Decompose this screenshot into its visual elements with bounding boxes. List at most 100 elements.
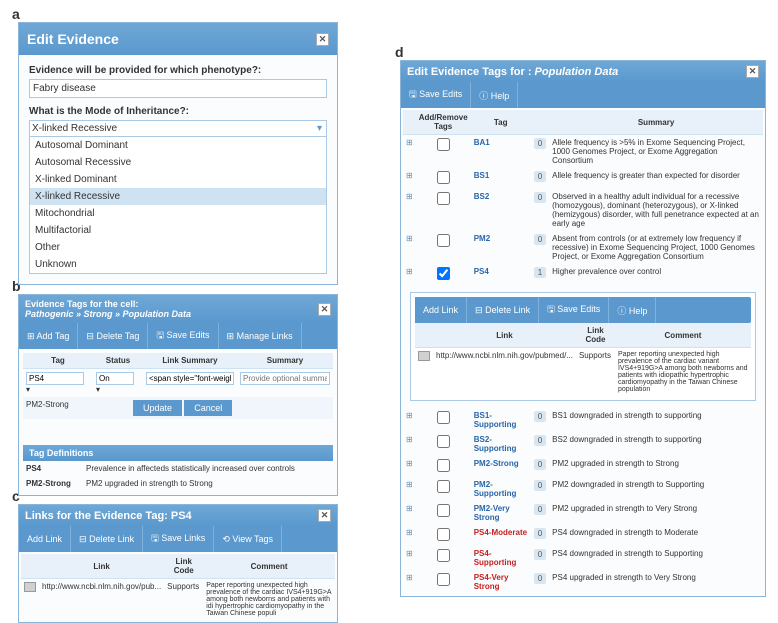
tag-checkbox[interactable] [437,411,450,424]
tag-checkbox[interactable] [437,435,450,448]
inheritance-option[interactable]: Other [30,239,326,256]
panel-c-header: Links for the Evidence Tag: PS4 ✕ [19,505,337,526]
table-row: ⊞PS4-Very Strong0PS4 upgraded in strengt… [403,570,763,594]
panel-b-title: Evidence Tags for the cell: Pathogenic »… [25,299,191,319]
help-button[interactable]: ⓘ Help [609,297,656,323]
phenotype-input[interactable]: Fabry disease [29,79,327,98]
tag-name: PS4-Very Strong [474,573,509,591]
tag-name: PM2 [474,234,490,243]
save-edits-button[interactable]: 🖫 Save Edits [401,82,471,108]
count-badge: 0 [534,549,546,560]
inheritance-select[interactable]: X-linked Recessive [29,120,327,137]
tag-checkbox[interactable] [437,459,450,472]
tag-checkbox[interactable] [437,504,450,517]
label-a: a [12,6,20,22]
help-button[interactable]: ⓘ Help [471,82,518,108]
status-input[interactable] [96,372,134,385]
panel-evidence-tags: Evidence Tags for the cell: Pathogenic »… [18,294,338,496]
tag-checkbox[interactable] [437,480,450,493]
add-link-button[interactable]: Add Link [19,526,71,552]
inheritance-option[interactable]: Autosomal Recessive [30,154,326,171]
tag-name: PM2-Strong [474,459,519,468]
tag-name: BS1-Supporting [474,411,517,429]
add-link-button[interactable]: Add Link [415,297,467,323]
count-badge: 0 [534,528,546,539]
delete-link-button[interactable]: ⊟ Delete Link [71,526,143,552]
expand-icon[interactable]: ⊞ [403,432,416,456]
delete-tag-button[interactable]: ⊟ Delete Tag [78,323,148,349]
manage-links-button[interactable]: ⊞ Manage Links [219,323,302,349]
save-edits-button[interactable]: 🖫 Save Edits [148,323,218,349]
tag-checkbox[interactable] [437,138,450,151]
count-badge: 0 [534,171,546,182]
close-icon[interactable]: ✕ [318,303,331,316]
panel-edit-evidence: Edit Evidence ✕ Evidence will be provide… [18,22,338,285]
panel-c-title: Links for the Evidence Tag: PS4 [25,510,192,522]
inheritance-option[interactable]: Autosomal Dominant [30,137,326,154]
tag-checkbox[interactable] [437,573,450,586]
panel-a-header: Edit Evidence ✕ [19,23,337,55]
table-row: ⊞PM2-Very Strong0PM2 upgraded in strengt… [403,501,763,525]
table-row: ⊞PS41Higher prevalence over control [403,264,763,285]
inheritance-option[interactable]: X-linked Dominant [30,171,326,188]
tag-checkbox[interactable] [437,234,450,247]
panel-d-title: Edit Evidence Tags for : Population Data [407,66,618,78]
expand-icon[interactable]: ⊞ [403,135,416,169]
inheritance-option[interactable]: Mitochondrial [30,205,326,222]
count-badge: 0 [534,138,546,149]
cancel-button[interactable]: Cancel [184,400,232,416]
expand-icon[interactable]: ⊞ [403,231,416,264]
panel-a-title: Edit Evidence [27,31,119,47]
link-icon [24,582,36,592]
tag-name: PM2-Supporting [474,480,517,498]
tag-checkbox[interactable] [437,528,450,541]
expand-icon[interactable]: ⊞ [403,570,416,594]
tag-name: PS4-Supporting [474,549,517,567]
count-badge: 0 [534,234,546,245]
tag-name: PS4 [474,267,489,276]
count-badge: 0 [534,504,546,515]
expand-icon[interactable]: ⊞ [403,501,416,525]
table-row: ⊞BA10Allele frequency is >5% in Exome Se… [403,135,763,169]
table-row: ⊞PM20Absent from controls (or at extreme… [403,231,763,264]
panel-edit-tags: Edit Evidence Tags for : Population Data… [400,60,766,597]
view-tags-button[interactable]: ⟲ View Tags [214,526,282,552]
tag-input[interactable] [26,372,84,385]
add-tag-button[interactable]: ⊞ Add Tag [19,323,78,349]
panel-c-table: LinkLink CodeComment http://www.ncbi.nlm… [21,554,335,620]
expand-icon[interactable]: ⊞ [403,456,416,477]
count-badge: 0 [534,435,546,446]
count-badge: 0 [534,480,546,491]
save-edits-button[interactable]: 🖫 Save Edits [539,297,609,323]
save-links-button[interactable]: 🖫 Save Links [143,526,214,552]
summary-input[interactable] [240,372,330,385]
tag-checkbox[interactable] [437,192,450,205]
panel-c-toolbar: Add Link⊟ Delete Link🖫 Save Links⟲ View … [19,526,337,552]
update-button[interactable]: Update [133,400,182,416]
label-d: d [395,44,404,60]
panel-links: Links for the Evidence Tag: PS4 ✕ Add Li… [18,504,338,623]
expand-icon[interactable]: ⊞ [403,408,416,432]
panel-b-toolbar: ⊞ Add Tag⊟ Delete Tag🖫 Save Edits⊞ Manag… [19,323,337,349]
tag-checkbox[interactable] [437,549,450,562]
delete-link-button[interactable]: ⊟ Delete Link [467,297,539,323]
tag-checkbox[interactable] [437,171,450,184]
close-icon[interactable]: ✕ [316,33,329,46]
count-badge: 0 [534,192,546,203]
expand-icon[interactable]: ⊞ [403,546,416,570]
inheritance-option[interactable]: Multifactorial [30,222,326,239]
panel-b-header: Evidence Tags for the cell: Pathogenic »… [19,295,337,323]
expand-icon[interactable]: ⊞ [403,189,416,231]
inheritance-option[interactable]: Unknown [30,256,326,273]
tag-name: BS2-Supporting [474,435,517,453]
expand-icon[interactable]: ⊞ [403,477,416,501]
close-icon[interactable]: ✕ [746,65,759,78]
close-icon[interactable]: ✕ [318,509,331,522]
tag-checkbox[interactable] [437,267,450,280]
expand-icon[interactable]: ⊞ [403,168,416,189]
inheritance-option[interactable]: X-linked Recessive [30,188,326,205]
linksummary-input[interactable] [146,372,234,385]
expand-icon[interactable]: ⊞ [403,525,416,546]
count-badge: 1 [534,267,546,278]
expand-icon[interactable]: ⊞ [403,264,416,285]
